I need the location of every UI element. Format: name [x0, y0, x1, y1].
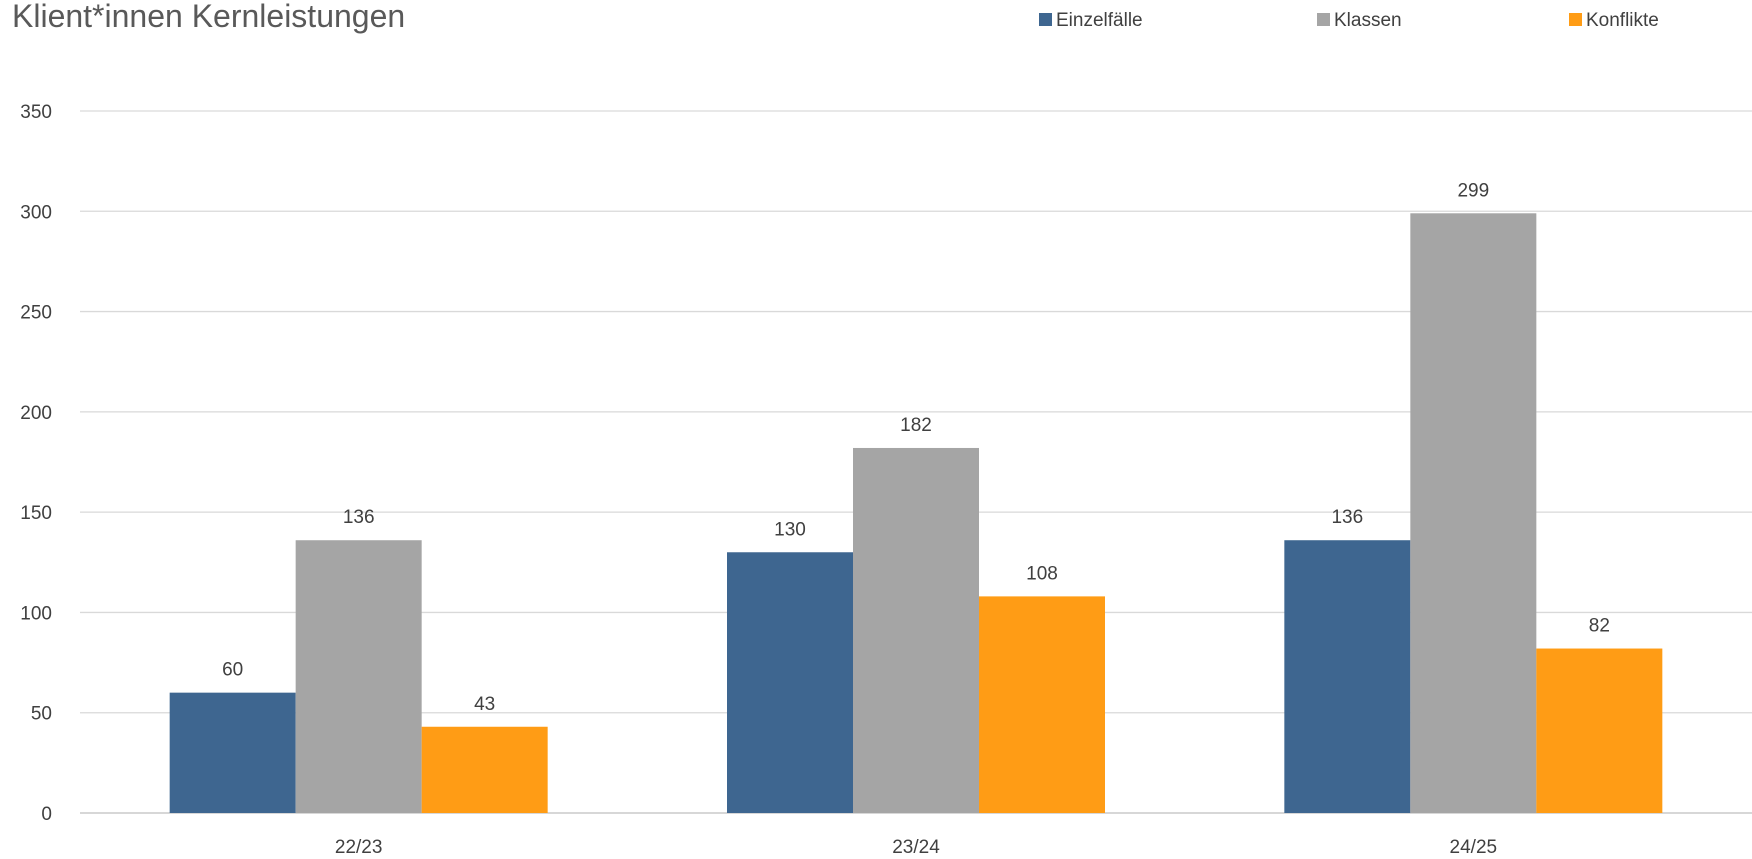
data-label: 130 — [774, 519, 806, 540]
data-label: 136 — [343, 507, 375, 528]
y-tick-label: 50 — [31, 704, 52, 725]
bar-klassen-22-23 — [295, 540, 422, 813]
y-tick-label: 300 — [20, 202, 52, 223]
legend-label: Einzelfälle — [1056, 10, 1143, 31]
data-label: 60 — [222, 660, 243, 681]
y-tick-label: 250 — [20, 303, 52, 324]
x-category-label: 24/25 — [1450, 837, 1498, 858]
legend: Einzelfälle Klassen Konflikte — [1039, 10, 1659, 31]
bar-einzelf-lle-22-23 — [169, 692, 296, 813]
bars — [169, 213, 1663, 813]
chart-title: Klient*innen Kernleistungen — [12, 0, 405, 34]
data-label: 82 — [1589, 616, 1610, 637]
y-tick-label: 0 — [41, 804, 52, 825]
bar-einzelf-lle-24-25 — [1284, 540, 1411, 813]
bar-konflikte-23-24 — [979, 596, 1105, 813]
bar-konflikte-24-25 — [1536, 648, 1663, 813]
data-labels: 60 136 43 130 182 108 136 299 82 — [222, 180, 1610, 714]
y-tick-label: 350 — [20, 102, 52, 123]
bar-einzelf-lle-23-24 — [727, 552, 853, 813]
legend-swatch — [1317, 13, 1330, 26]
legend-label: Klassen — [1334, 10, 1402, 31]
data-label: 299 — [1457, 180, 1489, 201]
legend-label: Konflikte — [1586, 10, 1659, 31]
bar-konflikte-22-23 — [421, 726, 548, 813]
bar-klassen-24-25 — [1410, 213, 1537, 813]
data-label: 136 — [1331, 507, 1363, 528]
x-axis-category-labels: 22/23 23/24 24/25 — [335, 837, 1497, 858]
y-tick-label: 200 — [20, 403, 52, 424]
y-tick-label: 150 — [20, 503, 52, 524]
data-label: 43 — [474, 694, 495, 715]
x-category-label: 22/23 — [335, 837, 383, 858]
x-category-label: 23/24 — [892, 837, 940, 858]
legend-swatch — [1569, 13, 1582, 26]
bar-klassen-23-24 — [853, 447, 979, 813]
data-label: 108 — [1026, 563, 1058, 584]
legend-swatch — [1039, 13, 1052, 26]
y-axis-tick-labels: 0 50 100 150 200 250 300 350 — [20, 102, 52, 825]
y-tick-label: 100 — [20, 603, 52, 624]
data-label: 182 — [900, 415, 932, 436]
